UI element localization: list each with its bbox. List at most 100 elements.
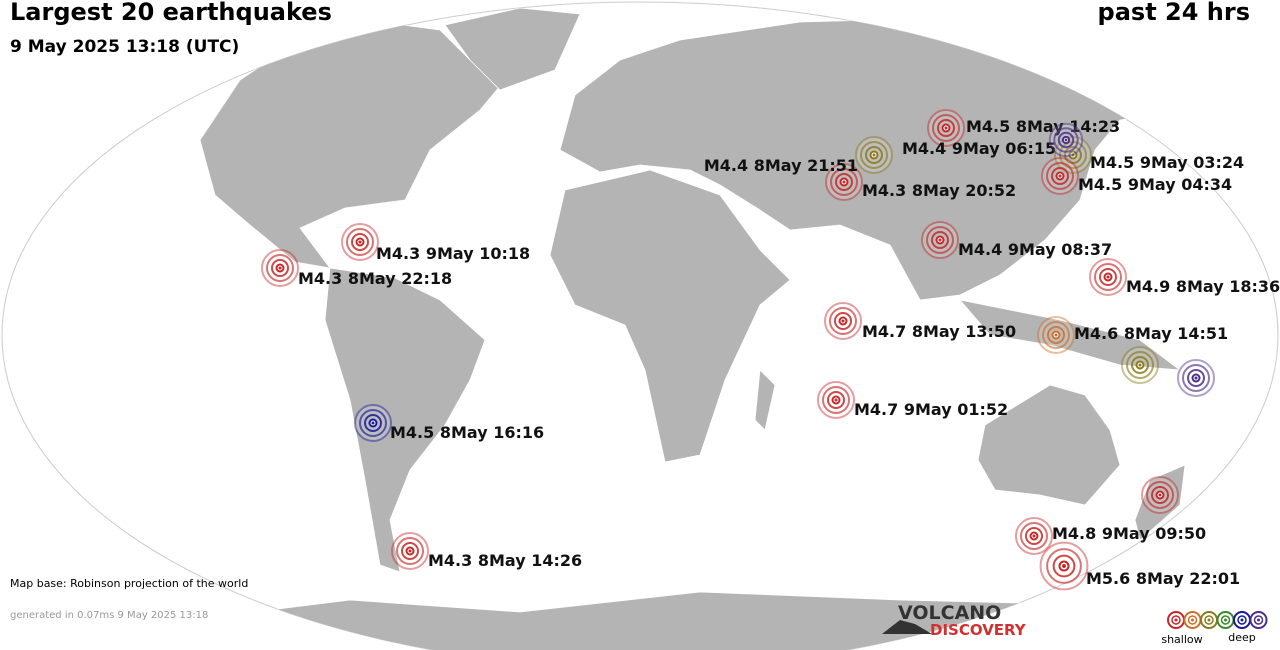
- dot: [834, 398, 838, 402]
- dot: [1191, 618, 1194, 622]
- quake-marker: [927, 109, 965, 147]
- dot: [1071, 153, 1075, 157]
- ring: [827, 391, 845, 409]
- ring: [1047, 326, 1065, 344]
- dot: [1207, 618, 1211, 622]
- ring: [1237, 615, 1247, 625]
- quake-label: M4.3 9May 10:18: [376, 244, 530, 263]
- legend-shallow: shallow: [1161, 633, 1202, 646]
- legend-swatch: [1249, 611, 1268, 629]
- quake-marker: [817, 381, 855, 419]
- dot: [1062, 564, 1066, 568]
- dot: [1106, 275, 1110, 279]
- ring: [1046, 548, 1082, 584]
- dot: [1054, 333, 1058, 337]
- ring: [1187, 615, 1198, 625]
- ring: [1064, 146, 1082, 164]
- quake-marker: [341, 223, 379, 261]
- dot: [1064, 138, 1068, 142]
- quake-marker: [261, 249, 299, 287]
- ring: [1051, 167, 1069, 185]
- quake-label: M4.9 8May 18:36: [1126, 277, 1280, 296]
- quake-label: M4.4 9May 08:37: [958, 240, 1112, 259]
- quake-marker: [1039, 541, 1089, 591]
- ring: [822, 386, 850, 414]
- dot: [1158, 493, 1162, 497]
- quake-marker: [1015, 517, 1053, 555]
- title: Largest 20 earthquakes: [10, 0, 332, 26]
- ring: [1057, 131, 1075, 149]
- quake-label: M4.5 8May 14:23: [966, 117, 1120, 136]
- quake-label: M5.6 8May 22:01: [1086, 569, 1240, 588]
- quake-marker: [1041, 157, 1079, 195]
- dot: [1194, 376, 1198, 380]
- ring: [932, 114, 960, 142]
- ring: [1025, 527, 1043, 545]
- quake-label: M4.5 8May 16:16: [390, 423, 544, 442]
- ring: [1146, 481, 1174, 509]
- ring: [926, 226, 954, 254]
- quake-marker: [1121, 346, 1159, 384]
- dot: [1257, 618, 1260, 622]
- ring: [271, 259, 289, 277]
- dot: [371, 421, 375, 425]
- quake-marker: [1089, 258, 1127, 296]
- quake-marker: [354, 404, 392, 442]
- ring: [829, 307, 857, 335]
- ring: [1020, 522, 1048, 550]
- ring: [1253, 615, 1264, 625]
- ring: [834, 312, 852, 330]
- dot: [1138, 363, 1142, 367]
- ring: [1042, 321, 1070, 349]
- legend-swatch: [1167, 611, 1185, 629]
- map-base: Map base: Robinson projection of the wor…: [10, 577, 248, 590]
- ring: [1182, 364, 1210, 392]
- quake-marker: [921, 221, 959, 259]
- dot: [1224, 618, 1227, 622]
- quake-marker: [855, 136, 893, 174]
- generated: generated in 0.07ms 9 May 2025 13:18: [10, 610, 208, 621]
- quake-label: M4.7 9May 01:52: [854, 400, 1008, 419]
- dot: [278, 266, 282, 270]
- ring: [1094, 263, 1122, 291]
- ring: [835, 173, 853, 191]
- datetime: 9 May 2025 13:18 (UTC): [10, 37, 239, 57]
- logo-line2: DISCOVERY: [930, 621, 1027, 639]
- dot: [358, 240, 362, 244]
- dot: [408, 549, 412, 553]
- ring: [865, 146, 883, 164]
- ring: [1151, 486, 1169, 504]
- ring: [1171, 615, 1181, 625]
- ring: [266, 254, 294, 282]
- legend-deep: deep: [1228, 631, 1256, 644]
- ring: [860, 141, 888, 169]
- dot: [842, 180, 846, 184]
- ring: [1053, 127, 1079, 153]
- ring: [396, 537, 424, 565]
- ring: [1046, 162, 1074, 190]
- ring: [1204, 615, 1214, 625]
- ring: [1220, 615, 1231, 625]
- quake-label: M4.8 9May 09:50: [1052, 524, 1206, 543]
- ring: [1249, 611, 1268, 629]
- ring: [931, 231, 949, 249]
- legend-swatch: [1233, 611, 1251, 629]
- dot: [1240, 618, 1244, 622]
- legend-swatch: [1216, 611, 1235, 629]
- quake-label: M4.5 9May 03:24: [1090, 153, 1244, 172]
- dot: [1058, 174, 1062, 178]
- ring: [346, 228, 374, 256]
- ring: [359, 409, 387, 437]
- quake-label: M4.4 9May 06:15: [902, 139, 1056, 158]
- ring: [401, 542, 419, 560]
- logo-line1: VOLCANO: [898, 602, 1001, 624]
- legend-swatch: [1200, 611, 1218, 629]
- quake-marker: [1141, 476, 1179, 514]
- ring: [364, 414, 382, 432]
- dot: [944, 126, 948, 130]
- quake-marker: [1037, 316, 1075, 354]
- ring: [1187, 369, 1205, 387]
- ring: [1099, 268, 1117, 286]
- quake-label: M4.6 8May 14:51: [1074, 324, 1228, 343]
